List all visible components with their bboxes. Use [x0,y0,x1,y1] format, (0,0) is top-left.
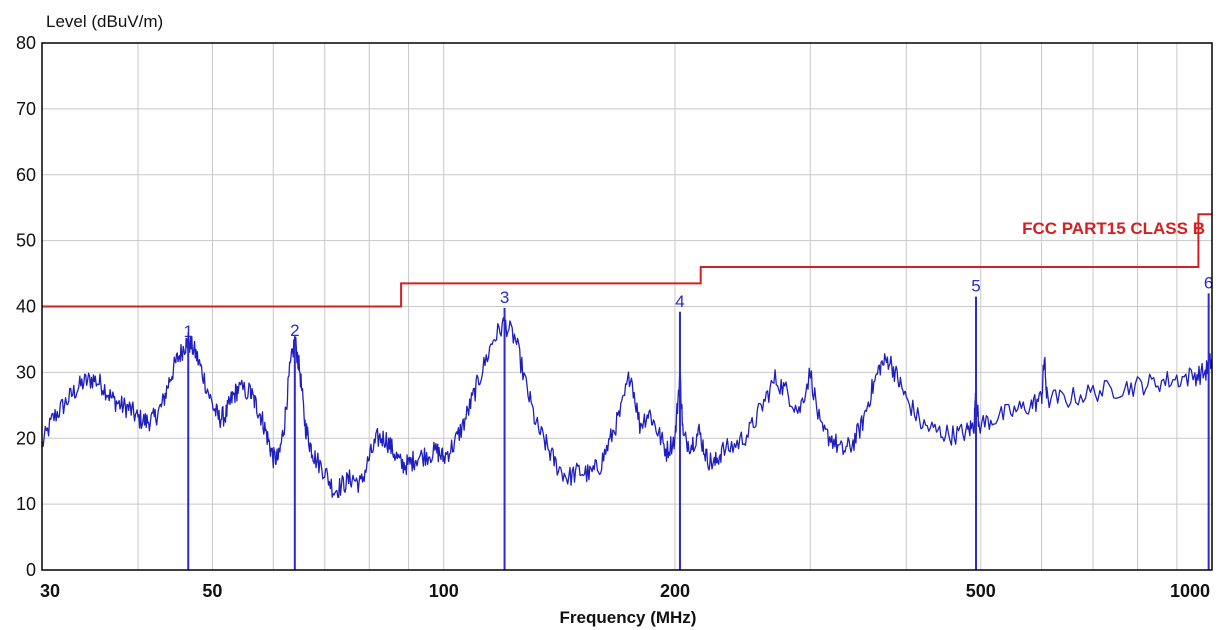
marker: 1 [183,322,193,570]
x-axis-label: Frequency (MHz) [560,608,697,627]
marker: 5 [971,277,981,570]
x-tick-label: 500 [966,581,996,601]
y-tick-label: 60 [16,165,36,185]
limit-line-label: FCC PART15 CLASS B [1022,219,1205,238]
x-tick-labels: 30 50 100 200 500 1000 [40,581,1210,601]
marker-label: 4 [675,292,684,311]
marker-label: 5 [971,277,980,296]
marker: 6 [1204,273,1213,570]
marker-label: 6 [1204,273,1213,292]
marker: 4 [675,292,685,570]
grid [42,43,1212,570]
y-axis-label: Level (dBuV/m) [46,12,163,31]
y-tick-label: 40 [16,297,36,317]
y-tick-label: 10 [16,494,36,514]
x-tick-label: 30 [40,581,60,601]
x-tick-label: 100 [429,581,459,601]
y-tick-label: 50 [16,231,36,251]
limit-line [42,213,1212,308]
marker-label: 3 [500,288,509,307]
y-tick-label: 0 [26,560,36,580]
y-tick-label: 20 [16,428,36,448]
y-tick-label: 30 [16,362,36,382]
marker: 2 [290,321,300,570]
x-tick-label: 50 [202,581,222,601]
plot-frame [41,42,1213,571]
y-tick-labels: 0 10 20 30 40 50 60 70 80 [16,33,36,580]
marker-layer: 1 2 3 4 5 6 [183,273,1213,570]
measurement-trace [41,317,1213,498]
marker-label: 2 [290,321,299,340]
y-tick-label: 70 [16,99,36,119]
x-tick-label: 1000 [1170,581,1210,601]
trace-layer [41,317,1213,498]
marker-label: 1 [183,322,192,341]
y-tick-label: 80 [16,33,36,53]
x-tick-label: 200 [660,581,690,601]
marker: 3 [500,288,509,570]
limit-layer [42,213,1212,308]
